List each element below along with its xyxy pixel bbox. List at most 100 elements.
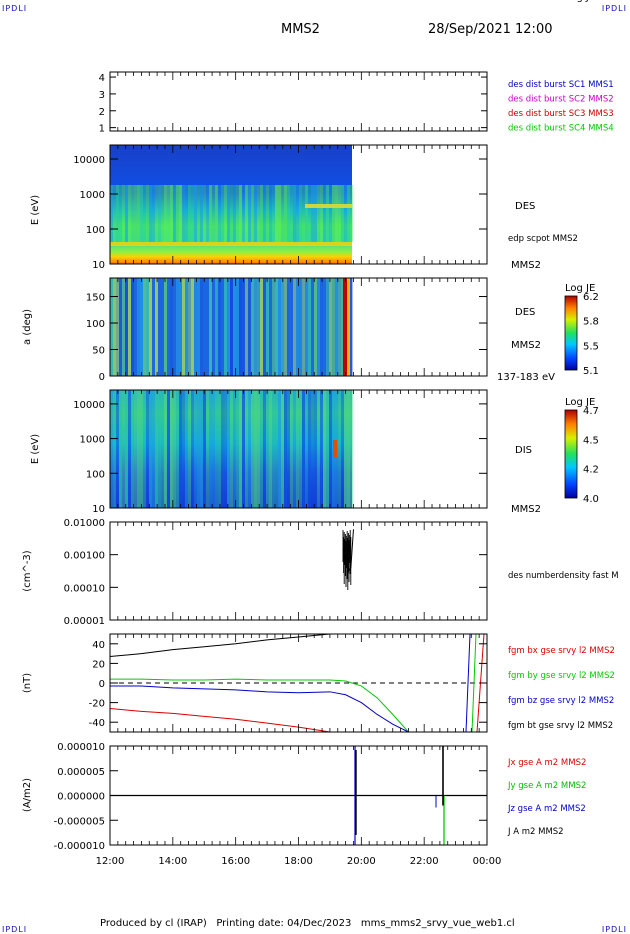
des-pitch-stripe: [233, 278, 236, 376]
dis-energy-stripe: [326, 390, 329, 508]
dis-energy-stripe: [299, 390, 302, 508]
des-pitch-stripe: [329, 278, 332, 376]
dis-energy-stripe: [251, 390, 254, 508]
extra-label: edp scpot MMS2: [508, 234, 578, 244]
des-pitch-stripe: [209, 278, 212, 376]
y-axis-label: E (eV): [30, 195, 41, 225]
dis-energy-stripe: [155, 390, 158, 508]
des-energy-stripe: [326, 185, 329, 242]
edp-scpot-trace: [305, 204, 352, 208]
des-pitch-stripe: [170, 278, 173, 376]
des-pitch-stripe: [152, 278, 155, 376]
des-energy-stripe: [152, 185, 155, 242]
des-pitch-stripe: [197, 278, 200, 376]
x-tick-label: 12:00: [96, 856, 125, 867]
dis-energy-stripe: [158, 390, 161, 508]
y-tick-label: 10000: [73, 155, 105, 166]
dis-energy-stripe: [206, 390, 209, 508]
legend-entry: Jx gse A m2 MMS2: [507, 758, 586, 768]
y-tick-label: 4: [99, 73, 105, 84]
des-energy-stripe: [215, 185, 218, 242]
colorbar-tick: 6.2: [583, 0, 599, 3]
des-pitch-stripe: [248, 278, 251, 376]
dis-energy-stripe: [149, 390, 152, 508]
des-pitch-stripe: [281, 278, 284, 376]
des-energy-stripe: [338, 185, 341, 242]
des-pitch-stripe: [290, 278, 293, 376]
des-energy-stripe: [344, 185, 347, 242]
dis-energy-stripe: [173, 390, 176, 508]
des-energy-stripe: [194, 185, 197, 242]
des-pitch-stripe: [275, 278, 278, 376]
y-axis-label: (cm^-3): [22, 550, 33, 591]
des-energy-stripe: [113, 185, 116, 242]
des-energy-stripe: [242, 185, 245, 242]
des-energy-stripe: [269, 185, 272, 242]
y-tick-label: -40: [89, 718, 105, 729]
y-tick-label: -0.000010: [54, 841, 105, 852]
x-tick-label: 18:00: [284, 856, 313, 867]
dis-energy-stripe: [143, 390, 146, 508]
colorbar-title: Log JE: [565, 283, 595, 294]
dis-energy-stripe: [182, 390, 185, 508]
des-pitch-stripe: [221, 278, 224, 376]
des-pitch-stripe: [302, 278, 305, 376]
instrument-label: DES: [515, 201, 535, 212]
des-energy-stripe: [116, 185, 119, 242]
y-tick-label: 0.00010: [64, 583, 105, 594]
fgm-recovery-line: [465, 633, 471, 733]
des-energy-band: [110, 242, 352, 246]
dis-energy-stripe: [212, 390, 215, 508]
des-energy-stripe: [272, 185, 275, 242]
des-energy-stripe: [251, 185, 254, 242]
des-energy-stripe: [200, 185, 203, 242]
des-energy-stripe: [266, 185, 269, 242]
plot-datetime: 28/Sep/2021 12:00: [428, 22, 553, 37]
dis-energy-stripe: [230, 390, 233, 508]
des-energy-stripe: [299, 185, 302, 242]
dis-energy-stripe: [317, 390, 320, 508]
des-energy-stripe: [335, 185, 338, 242]
dis-energy-stripe: [314, 390, 317, 508]
des-energy-stripe: [143, 185, 146, 242]
des-pitch-stripe: [110, 278, 113, 376]
des-pitch-stripe: [257, 278, 260, 376]
des-energy-stripe: [140, 185, 143, 242]
dis-energy-stripe: [152, 390, 155, 508]
dis-energy-stripe: [254, 390, 257, 508]
des-pitch-stripe: [119, 278, 122, 376]
dis-energy-stripe: [242, 390, 245, 508]
dis-energy-stripe: [134, 390, 137, 508]
dis-energy-stripe: [272, 390, 275, 508]
dis-energy-stripe: [200, 390, 203, 508]
des-energy-stripe: [230, 185, 233, 242]
dis-energy-stripe: [323, 390, 326, 508]
spacecraft-label: MMS2: [511, 260, 541, 271]
des-energy-stripe: [173, 185, 176, 242]
dis-energy-stripe: [224, 390, 227, 508]
des-energy-stripe: [311, 185, 314, 242]
des-energy-stripe: [305, 185, 308, 242]
dis-energy-stripe: [128, 390, 131, 508]
y-tick-label: 10: [92, 504, 105, 515]
y-tick-label: 40: [92, 640, 105, 651]
des-energy-stripe: [293, 185, 296, 242]
dis-energy-stripe: [284, 390, 287, 508]
des-energy-stripe: [218, 185, 221, 242]
des-energy-stripe: [146, 185, 149, 242]
y-axis-label: E (eV): [30, 434, 41, 464]
des-pitch-stripe: [200, 278, 203, 376]
dis-energy-stripe: [113, 390, 116, 508]
dis-energy-hotspot: [333, 440, 337, 458]
dis-energy-stripe: [215, 390, 218, 508]
dis-energy-stripe: [248, 390, 251, 508]
des-pitch-stripe: [278, 278, 281, 376]
des-pitch-stripe: [149, 278, 152, 376]
y-axis-label: a (deg): [22, 309, 33, 345]
dis-energy-stripe: [125, 390, 128, 508]
colorbar-tick: 4.7: [583, 406, 599, 417]
des-pitch-stripe: [299, 278, 302, 376]
dis-energy-stripe: [347, 390, 350, 508]
dis-energy-stripe: [188, 390, 191, 508]
des-energy-stripe: [131, 185, 134, 242]
